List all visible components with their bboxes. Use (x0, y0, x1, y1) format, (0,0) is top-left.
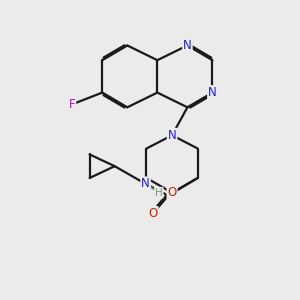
Text: N: N (208, 86, 217, 99)
Text: N: N (141, 177, 150, 190)
Text: N: N (168, 129, 176, 142)
Text: O: O (167, 186, 177, 199)
Text: O: O (148, 207, 158, 220)
Text: H: H (155, 188, 163, 198)
Text: N: N (183, 39, 192, 52)
Text: F: F (69, 98, 75, 111)
